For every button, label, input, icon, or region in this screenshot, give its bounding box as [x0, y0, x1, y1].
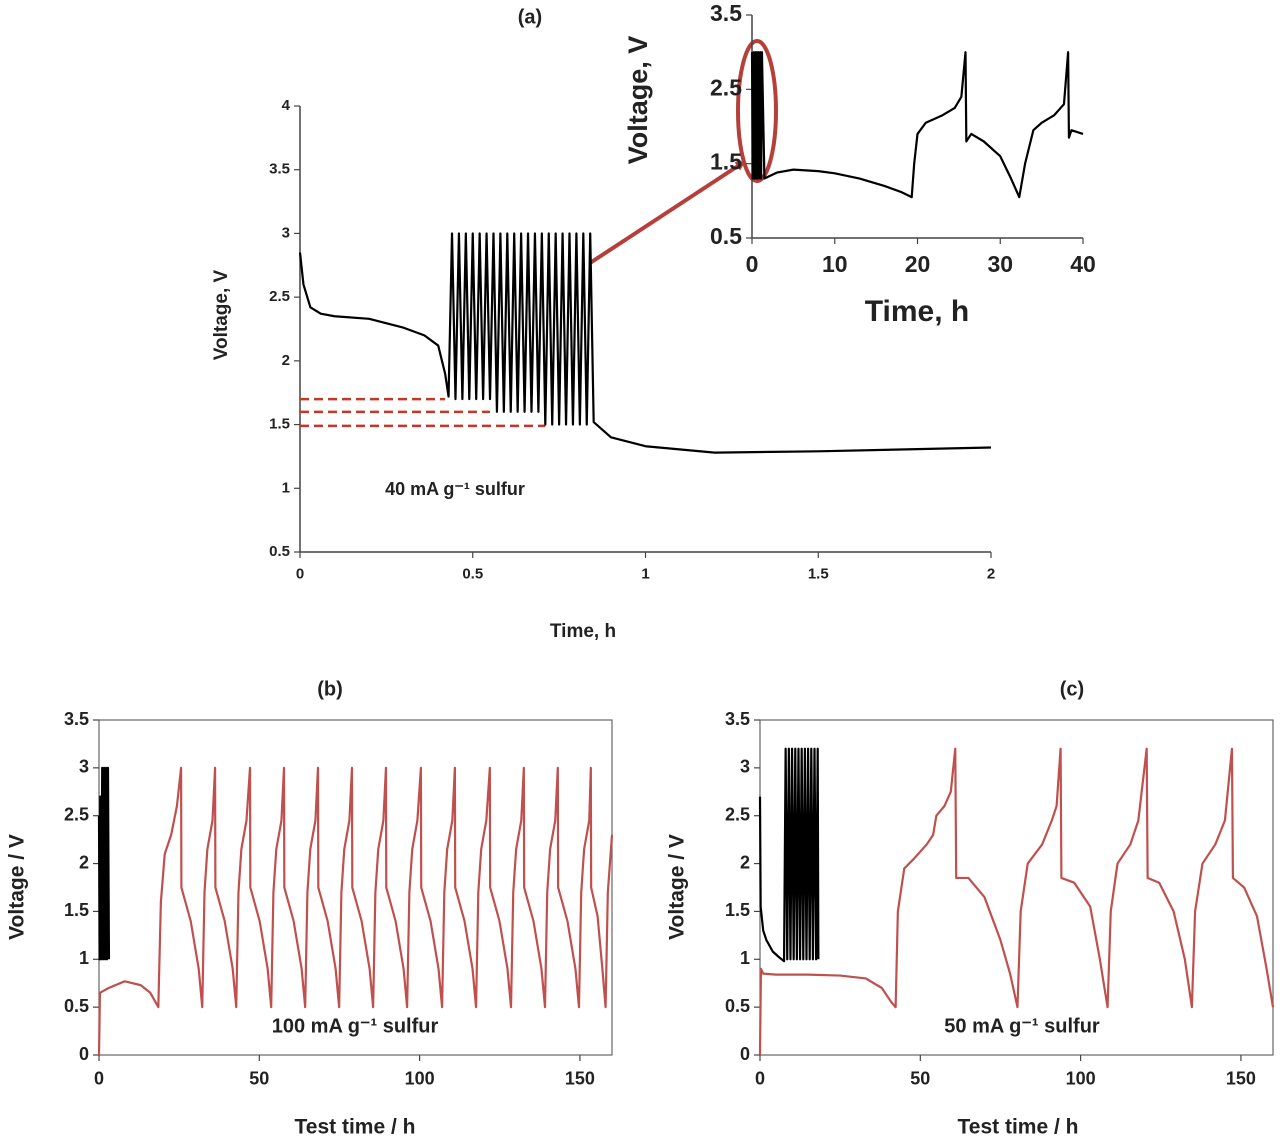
x-axis-label: Test time / h: [295, 1116, 416, 1139]
plot-frame: [98, 719, 613, 1056]
y-tick-label: 0: [740, 1044, 750, 1064]
y-tick-label: 2.5: [269, 288, 290, 305]
x-tick-label: 0: [296, 565, 304, 582]
y-tick-label: 3: [79, 757, 89, 777]
y-tick-label: 1.5: [269, 416, 290, 433]
y-tick-label: 3.5: [269, 161, 290, 178]
x-tick-label: 0: [746, 251, 759, 277]
y-tick-label: 2: [740, 852, 750, 872]
y-tick-label: 1.5: [725, 900, 750, 920]
annotation: 40 mA g⁻¹ sulfur: [385, 479, 525, 499]
x-tick-label: 150: [565, 1068, 595, 1088]
y-tick-label: 3.5: [725, 709, 750, 729]
y-axis-label: Voltage, V: [211, 269, 232, 360]
y-tick-label: 3: [282, 224, 290, 241]
y-tick-label: 3: [740, 757, 750, 777]
annotation: 100 mA g⁻¹ sulfur: [272, 1015, 439, 1037]
x-tick-label: 0: [755, 1068, 765, 1088]
x-tick-label: 20: [905, 251, 931, 277]
x-tick-label: 30: [987, 251, 1013, 277]
x-tick-label: 1.5: [808, 565, 829, 582]
chart-title: (c): [1060, 678, 1084, 700]
x-tick-label: 1: [641, 565, 649, 582]
series-line: [298, 232, 992, 454]
y-axis-label: Voltage / V: [6, 834, 29, 940]
y-tick-label: 3.5: [710, 0, 742, 26]
y-tick-label: 1.5: [64, 900, 89, 920]
x-axis-label: Time, h: [865, 295, 969, 328]
y-tick-label: 0.5: [64, 996, 89, 1016]
y-tick-label: 4: [282, 97, 291, 114]
x-tick-label: 100: [1066, 1068, 1096, 1088]
y-tick-label: 2.5: [725, 804, 750, 824]
y-tick-label: 3.5: [64, 709, 89, 729]
y-tick-label: 2: [282, 352, 290, 369]
x-tick-label: 40: [1070, 251, 1096, 277]
y-tick-label: 1: [282, 479, 290, 496]
zoom-ellipse: [736, 39, 778, 183]
y-tick-label: 0: [79, 1044, 89, 1064]
series-line: [758, 747, 1275, 1056]
x-tick-label: 100: [405, 1068, 435, 1088]
x-tick-label: 2: [987, 565, 995, 582]
x-axis-label: Time, h: [550, 621, 616, 642]
y-tick-label: 1: [740, 948, 750, 968]
zoom-arrow: [588, 160, 746, 265]
y-tick-label: 0.5: [269, 543, 290, 560]
chart-title: (a): [518, 6, 542, 28]
x-tick-label: 150: [1226, 1068, 1256, 1088]
x-tick-label: 50: [910, 1068, 930, 1088]
y-axis-label: Voltage / V: [666, 834, 689, 940]
x-tick-label: 0.5: [462, 565, 483, 582]
y-tick-label: 1.5: [710, 149, 742, 175]
x-tick-label: 50: [249, 1068, 269, 1088]
y-tick-label: 2: [79, 852, 89, 872]
series-line: [97, 766, 111, 961]
y-tick-label: 0.5: [710, 223, 742, 249]
y-tick-label: 0.5: [725, 996, 750, 1016]
y-axis-label: Voltage, V: [623, 36, 653, 165]
y-tick-label: 1: [79, 948, 89, 968]
y-tick-label: 2.5: [710, 74, 742, 100]
series-line: [750, 51, 1084, 199]
series-line: [97, 766, 614, 1056]
y-tick-label: 2.5: [64, 804, 89, 824]
x-tick-label: 0: [94, 1068, 104, 1088]
x-axis-label: Test time / h: [958, 1116, 1079, 1139]
series-line: [758, 747, 820, 963]
annotation: 50 mA g⁻¹ sulfur: [944, 1015, 1100, 1037]
chart-title: (b): [317, 678, 343, 700]
x-tick-label: 10: [822, 251, 848, 277]
